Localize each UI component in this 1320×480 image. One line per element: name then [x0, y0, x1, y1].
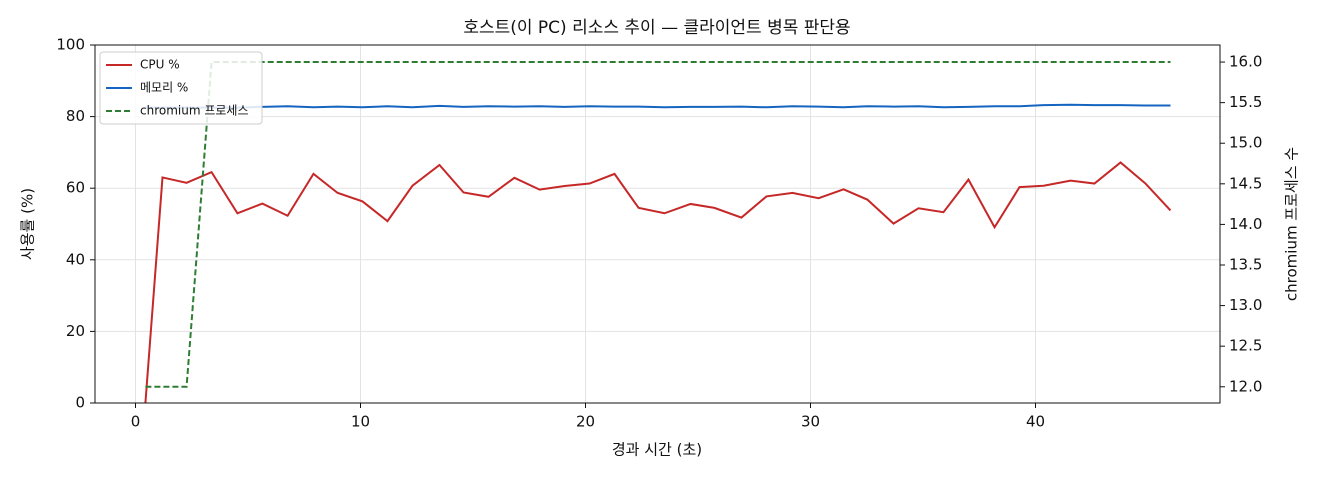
y2-tick-label: 13.5	[1229, 255, 1262, 273]
y-tick-label: 20	[66, 322, 85, 340]
y2-tick-label: 16.0	[1229, 53, 1262, 71]
y2-tick-label: 13.0	[1229, 296, 1262, 314]
legend-label: 메모리 %	[140, 81, 188, 95]
legend-label: chromium 프로세스	[140, 104, 249, 118]
y-tick-label: 60	[66, 179, 85, 197]
x-tick-label: 20	[576, 413, 595, 431]
series-line	[144, 161, 1172, 404]
x-tick-label: 40	[1026, 413, 1045, 431]
y-axis-label: 사용률 (%)	[19, 188, 37, 260]
y2-tick-label: 14.0	[1229, 215, 1262, 233]
y-tick-label: 100	[56, 36, 85, 54]
y2-tick-label: 15.0	[1229, 134, 1262, 152]
x-tick-label: 0	[131, 413, 141, 431]
y-tick-label: 0	[75, 394, 85, 412]
y2-tick-label: 15.5	[1229, 93, 1262, 111]
y2-tick-label: 12.0	[1229, 377, 1262, 395]
series-line	[145, 61, 1171, 388]
x-axis-label: 경과 시간 (초)	[612, 441, 702, 459]
series-line	[145, 103, 1171, 109]
y-tick-label: 40	[66, 250, 85, 268]
x-tick-label: 30	[801, 413, 820, 431]
chart-title: 호스트(이 PC) 리소스 추이 — 클라이언트 병목 판단용	[463, 18, 850, 38]
y2-tick-label: 12.5	[1229, 337, 1262, 355]
plot-frame	[94, 44, 1221, 404]
x-tick-label: 10	[351, 413, 370, 431]
y2-tick-label: 14.5	[1229, 174, 1262, 192]
legend-box	[99, 51, 263, 125]
y2-axis-label: chromium 프로세스 수	[1283, 147, 1301, 301]
legend: CPU % 메모리 % chromium 프로세스	[99, 51, 263, 125]
y-tick-label: 80	[66, 107, 85, 125]
legend-label: CPU %	[140, 58, 180, 72]
